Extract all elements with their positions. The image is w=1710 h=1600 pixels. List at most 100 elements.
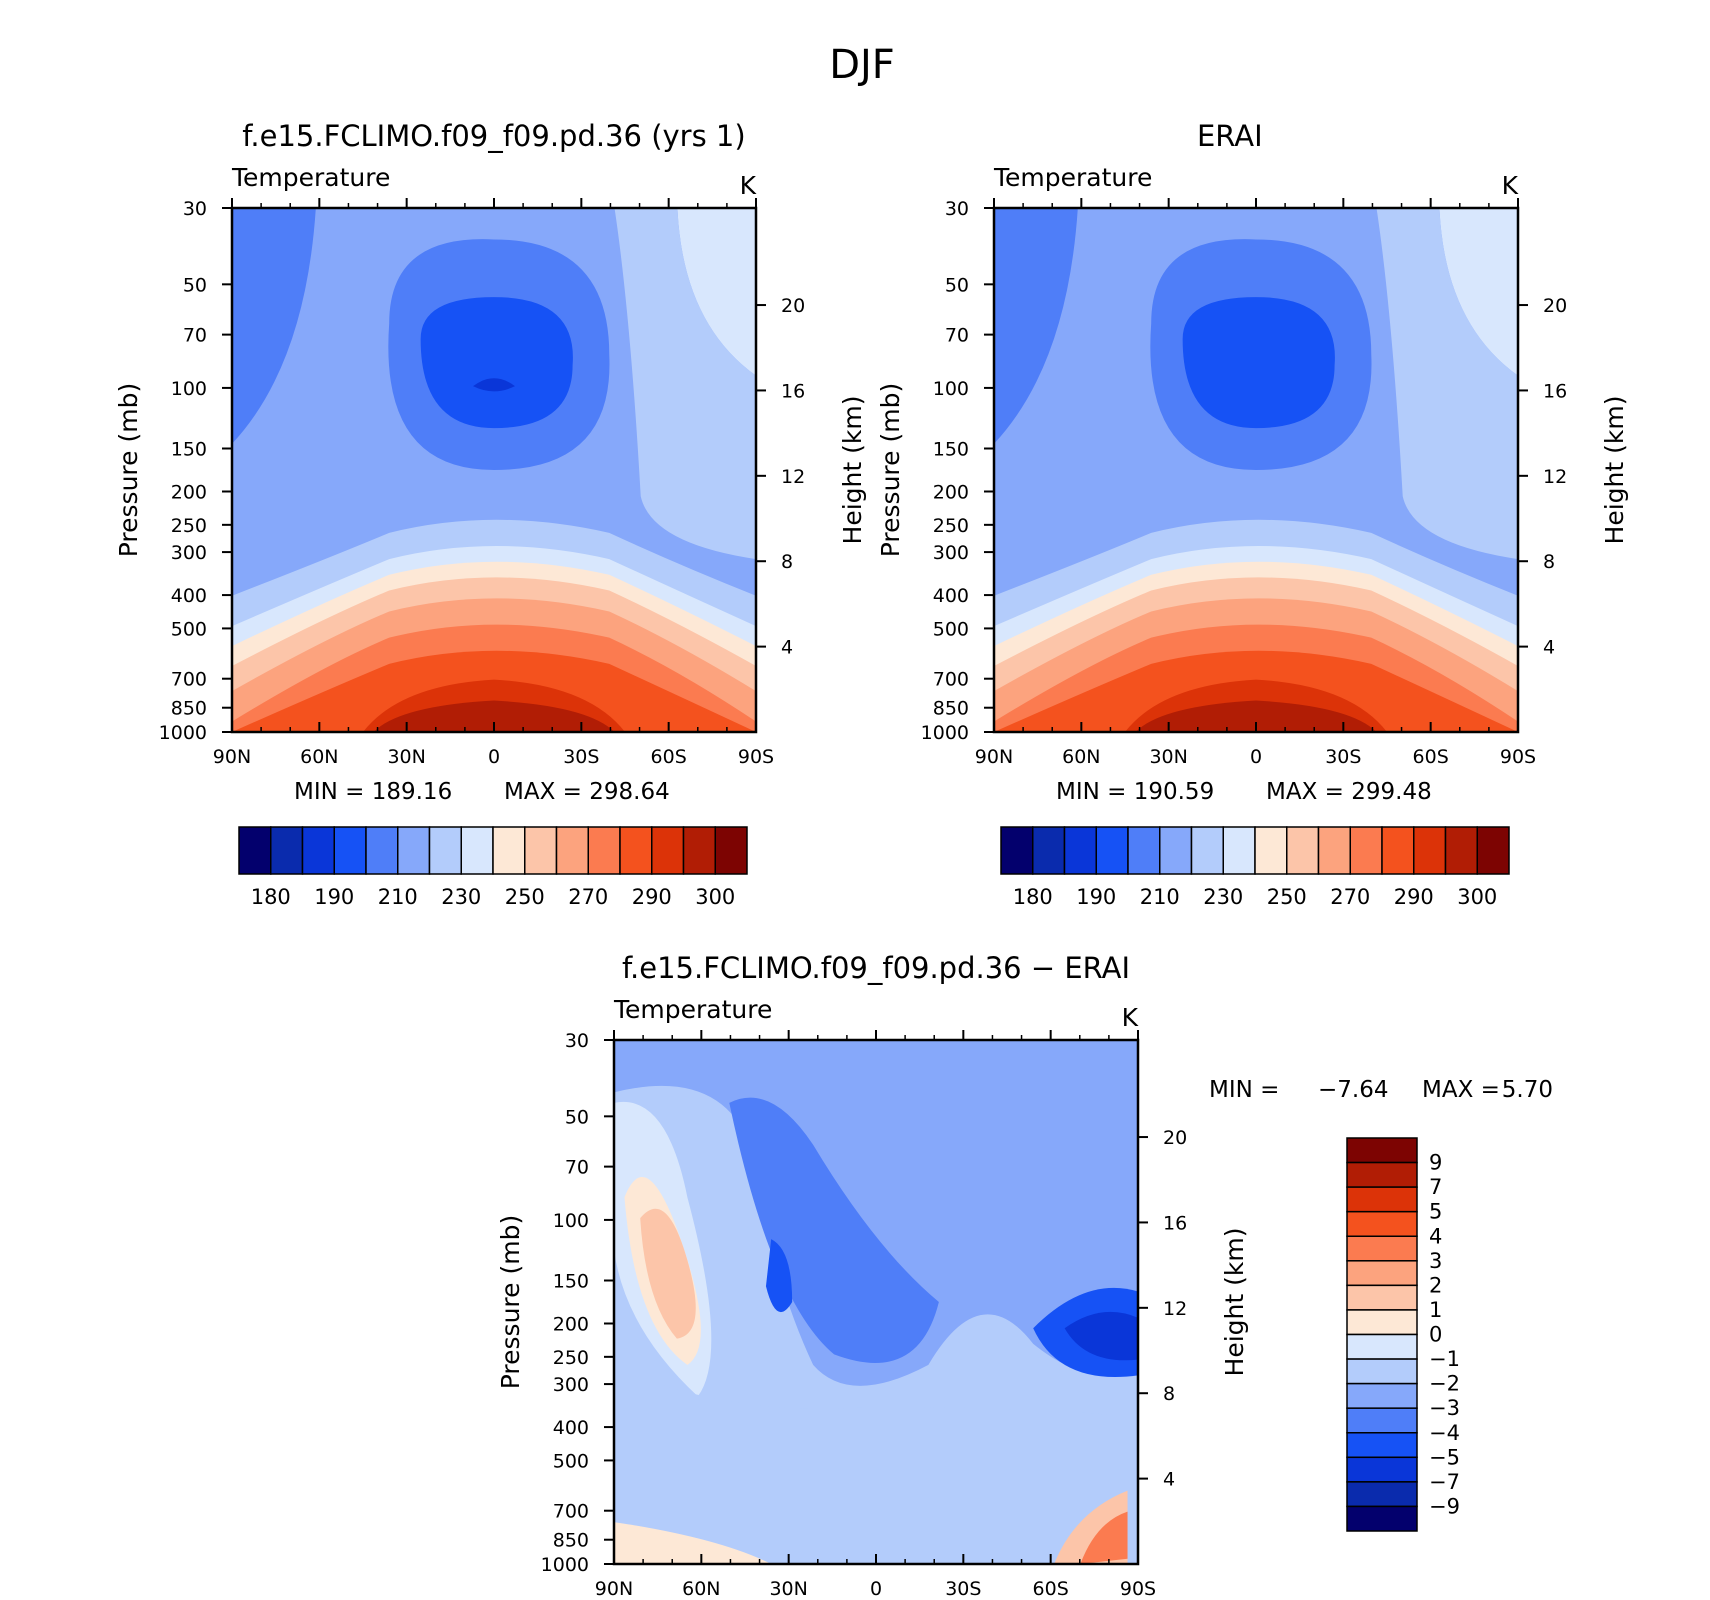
colorbar-label: 290 [1394, 885, 1434, 909]
y2-tick-label: 16 [781, 380, 805, 402]
colorbar-label: −7 [1429, 1470, 1460, 1494]
y-tick-label: 500 [553, 1450, 589, 1472]
panels: f.e15.FCLIMO.f09_f09.pd.36 (yrs 1) Temper… [114, 119, 1629, 1600]
colorbar-cell [587, 826, 621, 875]
y-tick-label: 1000 [541, 1554, 589, 1576]
y-tick-label: 700 [553, 1501, 589, 1523]
y-tick-label: 250 [553, 1347, 589, 1369]
y-tick-label: 500 [171, 618, 207, 640]
colorbar: 180 190 210 230 250 270 290 300 [238, 826, 748, 909]
colorbar-cell [1000, 826, 1034, 875]
y-tick-label: 300 [553, 1374, 589, 1396]
y-tick-label: 50 [945, 274, 969, 296]
colorbar-cell [1346, 1235, 1418, 1262]
panel-3: f.e15.FCLIMO.f09_f09.pd.36 − ERAI Tempera… [496, 951, 1553, 1600]
y2-axis-label: Height (km) [838, 396, 867, 545]
colorbar-label: 230 [1203, 885, 1243, 909]
x-tick-label: 30S [563, 746, 599, 768]
y2-tick-label: 4 [1163, 1469, 1175, 1491]
colorbar-label: 9 [1429, 1151, 1442, 1175]
y-tick-label: 250 [933, 515, 969, 537]
contour-band [1376, 208, 1518, 560]
colorbar-cell [1190, 826, 1224, 875]
y2-tick-label: 4 [1543, 637, 1555, 659]
colorbar-cell [1159, 826, 1193, 875]
x-tick-label: 60S [1413, 746, 1449, 768]
contour-fill [614, 1040, 1138, 1564]
contour-band [677, 208, 756, 376]
colorbar-label: 300 [1457, 885, 1497, 909]
x-tick-label: 90S [738, 746, 774, 768]
y-tick-label: 300 [171, 542, 207, 564]
colorbar-cell [1286, 826, 1320, 875]
contour-fill [994, 208, 1518, 732]
colorbar-cell [1317, 826, 1351, 875]
colorbar-cell [492, 826, 526, 875]
y-tick-label: 1000 [159, 722, 207, 744]
colorbar-cell [1346, 1333, 1418, 1360]
min-label: MIN = [1209, 1077, 1279, 1103]
y-tick-label: 70 [183, 325, 207, 347]
colorbar-cell [1346, 1260, 1418, 1287]
y2-tick-label: 8 [1163, 1383, 1175, 1405]
y-tick-label: 250 [171, 515, 207, 537]
colorbar-cell [301, 826, 335, 875]
panel-1: f.e15.FCLIMO.f09_f09.pd.36 (yrs 1) Temper… [114, 119, 867, 909]
x-tick-label: 60S [1033, 1578, 1069, 1600]
colorbar-label: 230 [441, 885, 481, 909]
y-tick-label: 200 [553, 1313, 589, 1335]
y-tick-label: 400 [553, 1417, 589, 1439]
x-tick-label: 30N [769, 1578, 807, 1600]
y-tick-label: 1000 [921, 722, 969, 744]
colorbar-cell [1346, 1407, 1418, 1434]
y-tick-label: 100 [553, 1210, 589, 1232]
colorbar-cell [1346, 1210, 1418, 1237]
colorbar-label: −2 [1429, 1372, 1460, 1396]
min-label: MIN = 189.16 [294, 779, 452, 805]
colorbar-cell [1413, 826, 1447, 875]
colorbar-cell [1346, 1432, 1418, 1459]
colorbar-label: 0 [1429, 1323, 1442, 1347]
y-tick-label: 30 [565, 1030, 589, 1052]
y-tick-label: 400 [933, 585, 969, 607]
y-tick-label: 700 [933, 669, 969, 691]
x-tick-label: 90N [213, 746, 251, 768]
colorbar-cell [1349, 826, 1383, 875]
colorbar-label: 250 [1267, 885, 1307, 909]
colorbar-cell [333, 826, 367, 875]
colorbar-label: −1 [1429, 1347, 1460, 1371]
colorbar-cell [619, 826, 653, 875]
y-tick-label: 850 [933, 698, 969, 720]
y2-tick-label: 12 [781, 466, 805, 488]
contour-band [765, 1239, 793, 1313]
contour-band [1439, 208, 1518, 376]
variable-label: Temperature [231, 163, 390, 192]
panel-2: ERAI Temperature K 90N 60N 30N 0 30S 60S 90S 30 50 7… [876, 119, 1629, 909]
colorbar-label: 180 [1013, 885, 1053, 909]
colorbar-label: 250 [505, 885, 545, 909]
colorbar-cell [1346, 1137, 1418, 1164]
y-tick-label: 700 [171, 669, 207, 691]
colorbar-label: −3 [1429, 1396, 1460, 1420]
colorbar-label: 270 [1330, 885, 1370, 909]
colorbar-label: −5 [1429, 1445, 1460, 1469]
contour-band [1135, 700, 1377, 732]
max-label: MAX = 298.64 [504, 779, 670, 805]
figure-title: DJF [829, 42, 895, 88]
y2-tick-label: 12 [1163, 1298, 1187, 1320]
contour-band [1080, 1511, 1128, 1564]
y-tick-label: 150 [553, 1271, 589, 1293]
y-tick-label: 30 [183, 198, 207, 220]
contour-band [614, 208, 756, 560]
x-tick-label: 60N [682, 1578, 720, 1600]
colorbar-label: 190 [314, 885, 354, 909]
colorbar-label: 190 [1076, 885, 1116, 909]
contour-band [373, 700, 615, 732]
colorbar-cell [460, 826, 494, 875]
x-tick-label: 60S [651, 746, 687, 768]
contour-band [473, 378, 515, 392]
y2-tick-label: 12 [1543, 466, 1567, 488]
colorbar-label: 3 [1429, 1249, 1442, 1273]
x-tick-label: 30S [1325, 746, 1361, 768]
